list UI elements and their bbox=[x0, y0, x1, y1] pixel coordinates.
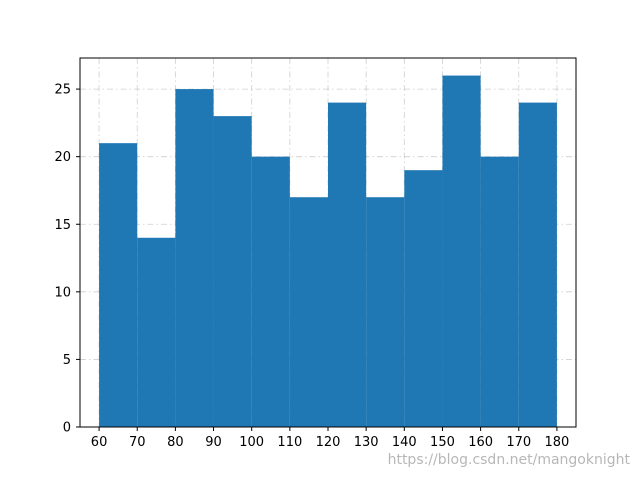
x-tick-label: 160 bbox=[468, 435, 493, 450]
x-tick-label: 90 bbox=[205, 435, 222, 450]
histogram-bar bbox=[366, 197, 405, 427]
x-tick-label: 180 bbox=[545, 435, 570, 450]
x-tick-label: 130 bbox=[354, 435, 379, 450]
y-tick-label: 25 bbox=[54, 83, 71, 98]
histogram-bar bbox=[480, 156, 519, 427]
histogram-bar bbox=[137, 237, 176, 427]
x-tick-label: 170 bbox=[506, 435, 531, 450]
y-axis-ticks: 0 5 10 15 20 25 bbox=[54, 83, 80, 436]
y-tick-label: 15 bbox=[54, 218, 71, 233]
x-tick-label: 100 bbox=[239, 435, 264, 450]
x-tick-label: 150 bbox=[430, 435, 455, 450]
histogram-bar bbox=[175, 89, 214, 427]
histogram-bars bbox=[99, 75, 557, 428]
y-tick-label: 10 bbox=[54, 285, 71, 300]
y-tick-label: 0 bbox=[63, 421, 71, 436]
x-tick-label: 70 bbox=[129, 435, 146, 450]
histogram-bar bbox=[442, 75, 481, 428]
watermark-text: https://blog.csdn.net/mangoknight bbox=[387, 452, 630, 468]
x-tick-label: 60 bbox=[91, 435, 108, 450]
x-axis-ticks: 60 70 80 90 100 110 120 130 140 150 160 170 180 bbox=[91, 427, 570, 450]
histogram-bar bbox=[518, 102, 557, 427]
histogram-bar bbox=[404, 170, 443, 427]
x-tick-label: 80 bbox=[167, 435, 184, 450]
histogram-bar bbox=[99, 143, 138, 427]
histogram-bar bbox=[328, 102, 367, 427]
y-tick-label: 20 bbox=[54, 150, 71, 165]
histogram-bar bbox=[213, 116, 252, 427]
histogram-bar bbox=[251, 156, 290, 427]
histogram-bar bbox=[289, 197, 328, 427]
x-tick-label: 140 bbox=[392, 435, 417, 450]
y-tick-label: 5 bbox=[63, 353, 71, 368]
x-tick-label: 110 bbox=[277, 435, 302, 450]
x-tick-label: 120 bbox=[316, 435, 341, 450]
